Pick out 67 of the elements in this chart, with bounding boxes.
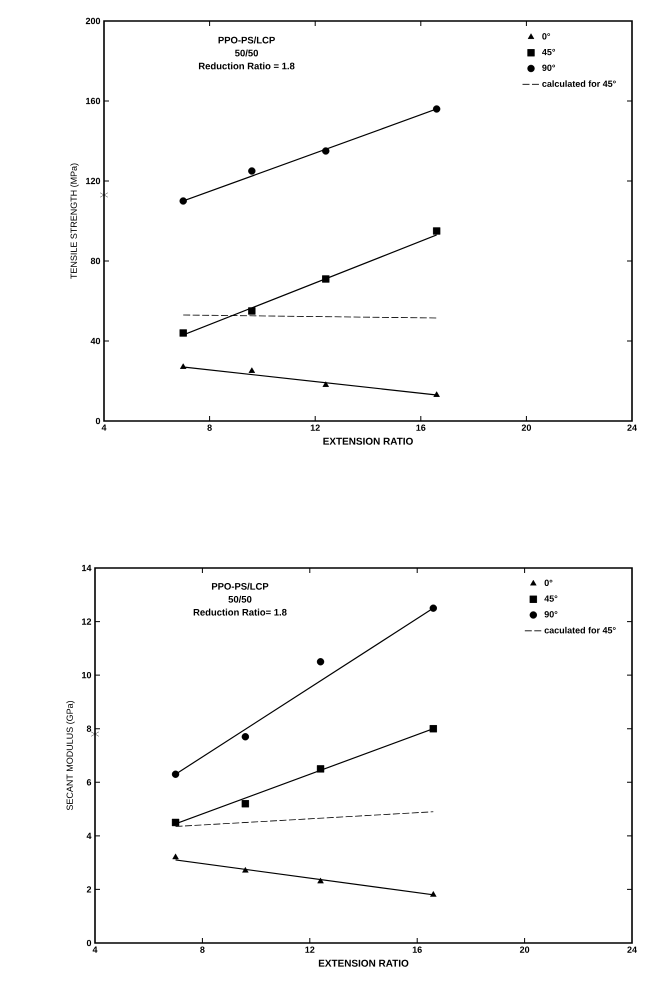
y-tick-label: 80: [90, 258, 100, 264]
y-axis-title: SECANT MODULUS (GPa): [66, 701, 75, 810]
point: [316, 765, 324, 773]
point: [432, 227, 440, 235]
annotation: Reduction Ratio = 1.8: [198, 62, 295, 70]
legend-label: 90°: [542, 64, 556, 71]
x-tick-label: 16: [416, 424, 426, 431]
point: [242, 733, 250, 740]
y-tick-label: 200: [86, 18, 100, 24]
legend-label: calculated for 45°: [542, 80, 616, 87]
x-tick-label: 12: [310, 424, 320, 431]
legend-label: 45°: [544, 595, 558, 602]
point: [242, 866, 249, 873]
point: [322, 147, 330, 155]
annotation: 50/50: [235, 49, 258, 57]
legend-label: 0°: [544, 580, 552, 586]
y-tick-label: 4: [86, 832, 92, 839]
point: [316, 658, 324, 666]
point: [248, 307, 256, 315]
point: [430, 891, 437, 897]
legend-label: caculated for 45°: [544, 626, 616, 634]
point: [430, 604, 437, 612]
x-tick-label: 4: [102, 424, 106, 431]
x-tick-label: 20: [522, 424, 532, 431]
point: [172, 854, 179, 860]
x-tick-label: 8: [200, 946, 205, 953]
point: [317, 878, 324, 884]
y-tick-label: 120: [86, 178, 100, 184]
point: [432, 105, 440, 113]
point: [430, 725, 437, 732]
point: [322, 381, 329, 387]
y-tick-label: 0: [86, 940, 92, 946]
x-tick-label: 24: [627, 424, 637, 431]
x-tick-label: 16: [412, 946, 422, 953]
y-tick-label: 2: [86, 886, 92, 893]
y-tick-label: 40: [90, 338, 100, 344]
point: [433, 391, 440, 397]
x-tick-label: 24: [627, 946, 637, 953]
annotation: PPO-PS/LCP: [218, 36, 275, 44]
x-axis-title: EXTENSION RATIO: [318, 960, 408, 967]
point: [248, 367, 256, 373]
annotation: PPO-PS/LCP: [212, 582, 268, 590]
point: [180, 329, 187, 337]
legend-label: 45°: [542, 48, 556, 56]
x-axis-title: EXTENSION RATIO: [323, 438, 413, 445]
legend-label: 90°: [544, 611, 558, 618]
x-tick-label: 8: [207, 424, 212, 431]
x-tick-label: 12: [305, 946, 314, 953]
annotation: 50/50: [228, 596, 252, 603]
x-tick-label: 20: [520, 946, 530, 953]
point: [242, 800, 250, 808]
y-tick-label: 160: [86, 98, 100, 104]
point: [180, 197, 187, 205]
y-tick-label: 6: [86, 779, 92, 786]
point: [322, 275, 330, 283]
point: [248, 167, 256, 175]
y-tick-label: 8: [86, 726, 92, 732]
y-tick-label: 10: [82, 672, 92, 678]
annotation: Reduction Ratio= 1.8: [194, 608, 287, 616]
y-tick-label: 0: [96, 418, 100, 424]
point: [172, 818, 180, 826]
legend-label: 0°: [542, 33, 550, 40]
y-tick-label: 12: [82, 618, 92, 625]
point: [180, 363, 186, 369]
y-tick-label: 14: [82, 564, 92, 572]
y-axis-title: TENSILE STRENGTH (MPa): [70, 164, 79, 279]
point: [172, 770, 180, 778]
